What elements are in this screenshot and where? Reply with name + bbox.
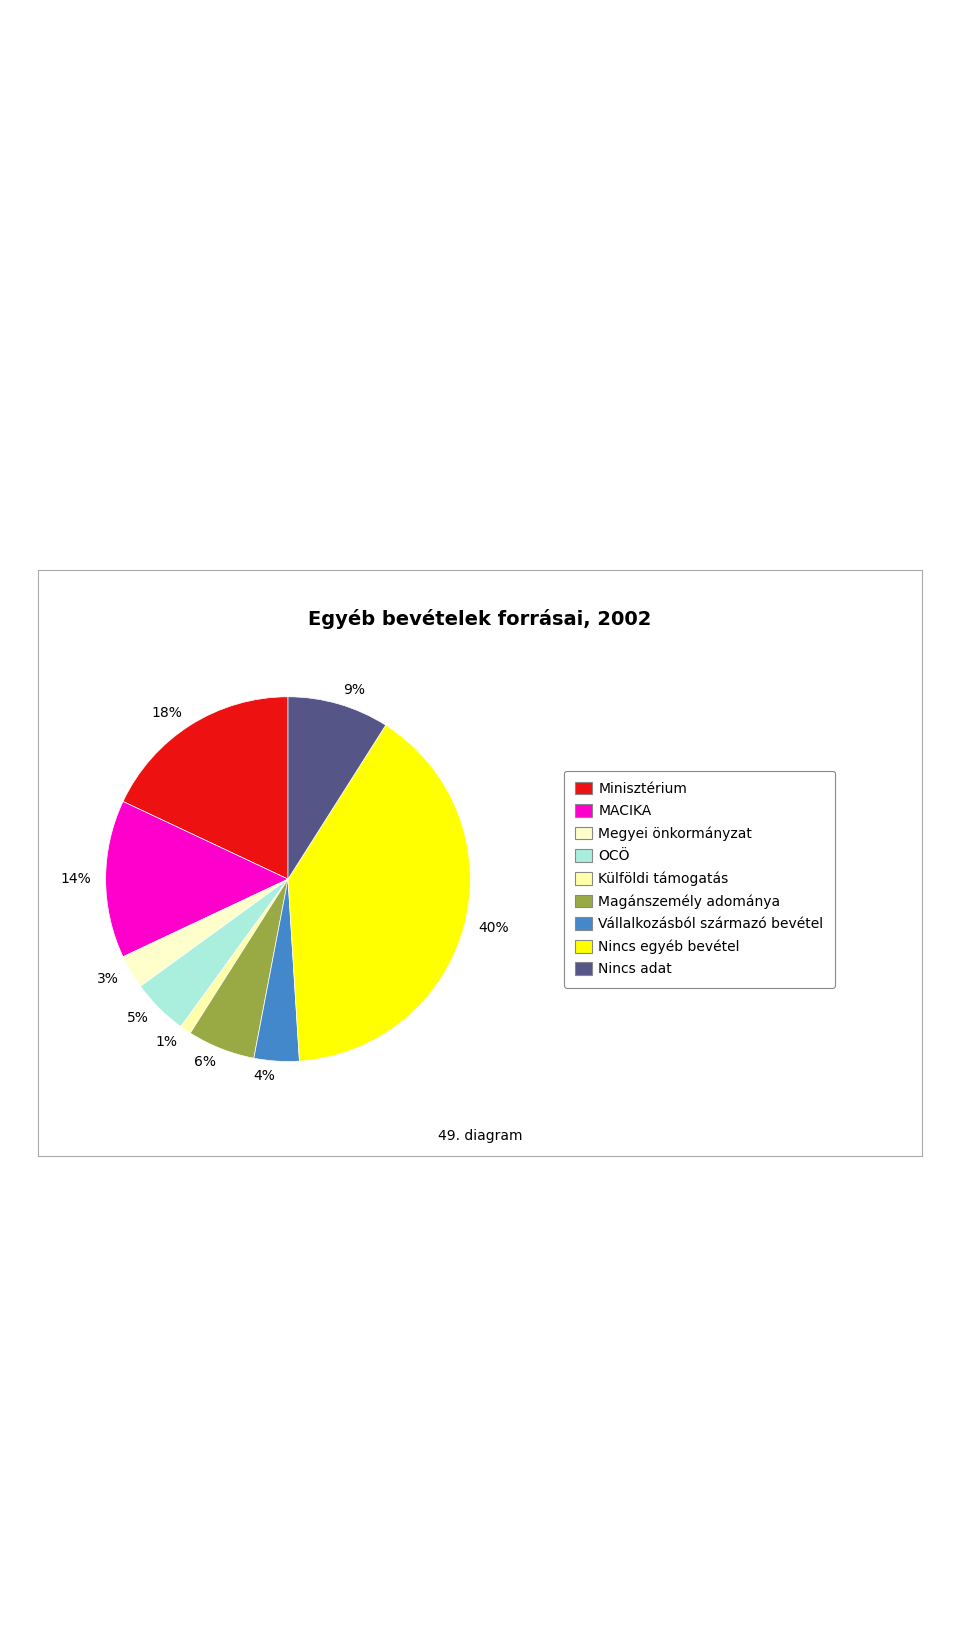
Text: 3%: 3% bbox=[97, 972, 118, 987]
Text: 18%: 18% bbox=[152, 707, 182, 720]
Wedge shape bbox=[106, 801, 288, 957]
Wedge shape bbox=[123, 697, 288, 879]
Text: 5%: 5% bbox=[127, 1011, 149, 1026]
Text: 49. diagram: 49. diagram bbox=[438, 1128, 522, 1143]
Wedge shape bbox=[140, 879, 288, 1027]
Text: 40%: 40% bbox=[479, 921, 510, 934]
Wedge shape bbox=[190, 879, 288, 1058]
Text: 6%: 6% bbox=[194, 1055, 215, 1070]
Wedge shape bbox=[288, 724, 470, 1061]
Text: Egyéb bevételek forrásai, 2002: Egyéb bevételek forrásai, 2002 bbox=[308, 609, 652, 628]
Text: 14%: 14% bbox=[60, 873, 91, 886]
Text: 1%: 1% bbox=[156, 1035, 178, 1048]
Text: 4%: 4% bbox=[253, 1068, 276, 1083]
Wedge shape bbox=[123, 879, 288, 987]
Wedge shape bbox=[288, 697, 386, 879]
Legend: Minisztérium, MACIKA, Megyei önkormányzat, OCÖ, Külföldi támogatás, Magánszemély: Minisztérium, MACIKA, Megyei önkormányza… bbox=[564, 770, 834, 988]
Text: 9%: 9% bbox=[343, 684, 365, 697]
Wedge shape bbox=[180, 879, 288, 1034]
Wedge shape bbox=[253, 879, 300, 1061]
